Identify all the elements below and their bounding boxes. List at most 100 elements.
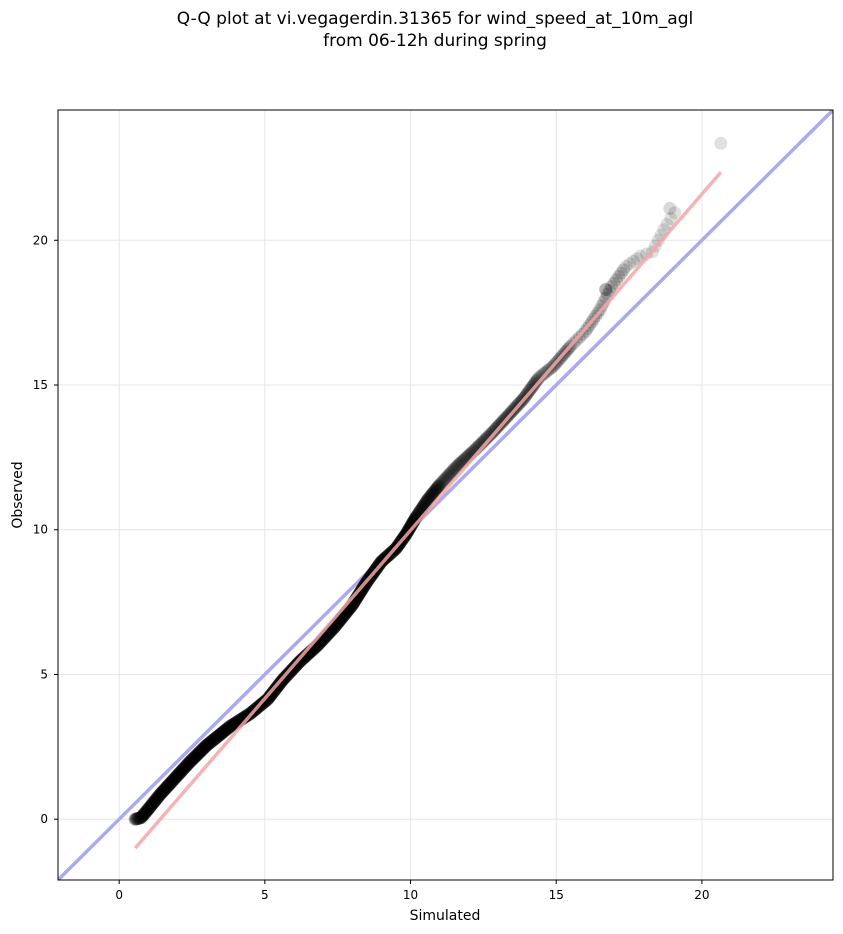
quantile-point — [142, 801, 156, 815]
quantile-point — [354, 585, 367, 599]
quantile-point — [534, 369, 548, 383]
quantile-point — [446, 464, 460, 478]
quantile-point — [292, 655, 306, 669]
quantile-point — [185, 753, 199, 767]
quantile-point — [167, 773, 181, 787]
quantile-point — [487, 424, 501, 438]
quantile-point — [168, 772, 182, 786]
quantile-point — [605, 280, 619, 294]
quantile-point — [430, 482, 444, 496]
quantile-point — [423, 490, 437, 504]
quantile-point — [190, 748, 204, 762]
quantile-point — [294, 654, 308, 668]
quantile-point — [240, 709, 254, 723]
quantile-point — [225, 718, 239, 732]
chart-title-line-1: Q-Q plot at vi.vegagerdin.31365 for wind… — [176, 9, 694, 29]
quantile-point — [199, 739, 213, 753]
quantile-point — [133, 811, 147, 825]
quantile-point — [165, 774, 179, 788]
quantile-point — [453, 456, 467, 470]
quantile-point — [295, 653, 309, 667]
quantile-point — [450, 459, 464, 473]
quantile-point — [535, 368, 549, 382]
quantile-point — [181, 757, 195, 771]
quantile-point — [660, 217, 674, 231]
quantile-point — [607, 276, 621, 290]
quantile-point — [137, 807, 151, 821]
quantile-point — [159, 781, 173, 795]
quantile-point — [419, 495, 433, 509]
quantile-point — [144, 798, 158, 812]
y-axis-label: Observed — [10, 461, 26, 528]
quantile-point — [617, 263, 631, 277]
quantile-point — [155, 786, 169, 800]
quantile-point — [144, 799, 158, 813]
quantile-point — [150, 791, 164, 805]
quantile-point — [482, 429, 496, 443]
quantile-point — [171, 768, 185, 782]
quantile-point — [352, 587, 366, 601]
quantile-point — [424, 488, 438, 502]
quantile-point — [403, 521, 417, 535]
quantile-point — [207, 732, 221, 746]
quantile-point — [202, 736, 216, 750]
quantile-point — [157, 783, 171, 797]
quantile-point — [484, 427, 498, 441]
quantile-point — [217, 724, 231, 738]
quantile-point — [190, 747, 204, 761]
quantile-point — [143, 800, 157, 814]
quantile-point — [172, 766, 186, 780]
quantile-point — [432, 479, 446, 493]
quantile-point — [163, 777, 177, 791]
quantile-point — [191, 747, 205, 761]
axis-ticks: 0 5 10 15 20 0 5 10 15 20 — [33, 233, 710, 902]
quantile-point — [151, 791, 165, 804]
quantile-point — [172, 767, 186, 781]
quantile-point — [354, 584, 368, 598]
quantile-point — [609, 273, 623, 287]
quantile-point — [163, 776, 177, 790]
quantile-point — [262, 691, 275, 705]
quantile-point — [154, 787, 168, 801]
quantile-point — [431, 480, 445, 494]
quantile-point — [295, 652, 309, 666]
quantile-point — [140, 804, 154, 818]
quantile-point — [184, 754, 198, 768]
quantile-point — [439, 472, 452, 486]
quantile-point — [427, 485, 441, 499]
quantile-point — [139, 805, 153, 819]
quantile-point — [404, 519, 418, 533]
quantile-point — [447, 462, 461, 476]
quantile-point — [183, 755, 197, 769]
y-tick-label: 20 — [33, 233, 48, 247]
quantile-point — [178, 760, 192, 774]
quantile-point — [214, 727, 228, 741]
quantile-point — [612, 269, 626, 283]
quantile-point — [530, 373, 544, 387]
quantile-point — [188, 750, 202, 764]
quantile-point — [198, 740, 212, 754]
one-to-one-reference-line — [58, 110, 833, 880]
quantile-point — [353, 586, 367, 600]
quantile-point — [177, 761, 191, 775]
quantile-point — [226, 718, 240, 732]
quantile-point — [224, 719, 238, 733]
y-tick-label: 5 — [40, 667, 48, 681]
quantile-point — [145, 797, 159, 811]
x-tick-label: 5 — [261, 888, 269, 902]
chart-title-line-2: from 06-12h during spring — [323, 31, 547, 51]
quantile-point — [626, 254, 640, 268]
quantile-point — [174, 765, 188, 779]
quantile-point — [212, 729, 226, 743]
quantile-point — [444, 465, 458, 479]
quantile-point — [153, 788, 167, 802]
x-axis-label: Simulated — [410, 908, 481, 924]
quantile-point — [129, 812, 143, 826]
quantile-point — [195, 743, 209, 757]
x-tick-label: 10 — [403, 888, 418, 902]
quantile-point — [262, 690, 276, 704]
quantile-point — [180, 758, 194, 772]
quantile-point — [158, 782, 172, 796]
quantile-point — [264, 688, 278, 702]
